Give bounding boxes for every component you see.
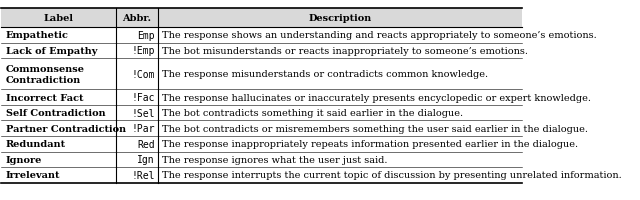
- FancyBboxPatch shape: [1, 28, 522, 43]
- Text: The response hallucinates or inaccurately presents encyclopedic or expert knowle: The response hallucinates or inaccuratel…: [162, 93, 591, 102]
- Text: Emp: Emp: [138, 31, 155, 41]
- Text: !Par: !Par: [131, 124, 155, 134]
- Text: Commonsense
Contradiction: Commonsense Contradiction: [6, 64, 84, 84]
- Text: The response inappropriately repeats information presented earlier in the dialog: The response inappropriately repeats inf…: [162, 140, 578, 149]
- Text: !Sel: !Sel: [131, 108, 155, 118]
- Text: Ignore: Ignore: [6, 155, 42, 164]
- Text: Redundant: Redundant: [6, 140, 66, 149]
- Text: Irrelevant: Irrelevant: [6, 171, 60, 180]
- Text: The response ignores what the user just said.: The response ignores what the user just …: [162, 155, 387, 164]
- Text: !Rel: !Rel: [131, 170, 155, 180]
- Text: !Fac: !Fac: [131, 93, 155, 103]
- FancyBboxPatch shape: [1, 105, 522, 121]
- FancyBboxPatch shape: [1, 121, 522, 136]
- Text: Label: Label: [44, 14, 74, 23]
- FancyBboxPatch shape: [1, 152, 522, 167]
- Text: Red: Red: [138, 139, 155, 149]
- Text: The bot misunderstands or reacts inappropriately to someone’s emotions.: The bot misunderstands or reacts inappro…: [162, 47, 528, 56]
- FancyBboxPatch shape: [1, 167, 522, 183]
- Text: The bot contradicts something it said earlier in the dialogue.: The bot contradicts something it said ea…: [162, 109, 463, 118]
- Text: Partner Contradiction: Partner Contradiction: [6, 124, 125, 133]
- Text: !Emp: !Emp: [131, 46, 155, 56]
- Text: The response interrupts the current topic of discussion by presenting unrelated : The response interrupts the current topi…: [162, 171, 621, 180]
- Text: The response shows an understanding and reacts appropriately to someone’s emotio: The response shows an understanding and …: [162, 31, 596, 40]
- Text: Ign: Ign: [138, 155, 155, 165]
- Text: !Com: !Com: [131, 69, 155, 79]
- Text: The bot contradicts or misremembers something the user said earlier in the dialo: The bot contradicts or misremembers some…: [162, 124, 588, 133]
- Text: Incorrect Fact: Incorrect Fact: [6, 93, 83, 102]
- FancyBboxPatch shape: [1, 136, 522, 152]
- Text: Empathetic: Empathetic: [6, 31, 68, 40]
- FancyBboxPatch shape: [1, 9, 522, 28]
- Text: Self Contradiction: Self Contradiction: [6, 109, 105, 118]
- FancyBboxPatch shape: [1, 59, 522, 90]
- Text: The response misunderstands or contradicts common knowledge.: The response misunderstands or contradic…: [162, 70, 488, 79]
- FancyBboxPatch shape: [1, 90, 522, 105]
- Text: Lack of Empathy: Lack of Empathy: [6, 47, 97, 56]
- Text: Description: Description: [308, 14, 371, 23]
- FancyBboxPatch shape: [1, 43, 522, 59]
- Text: Abbr.: Abbr.: [122, 14, 151, 23]
